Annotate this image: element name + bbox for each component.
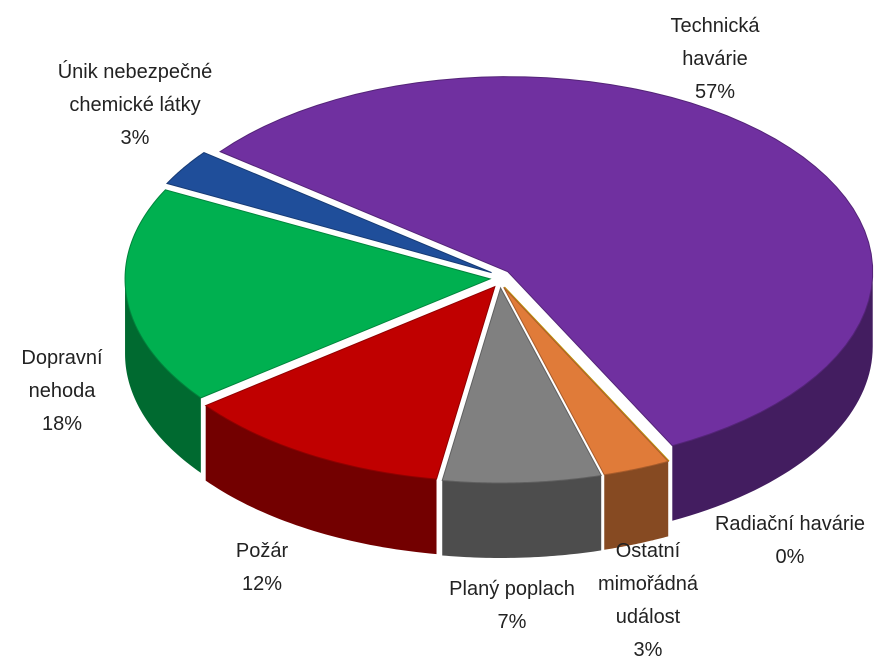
pie-slice (204, 285, 496, 480)
slice-side (205, 405, 437, 555)
pie-slice (124, 189, 492, 399)
data-label: Únik nebezpečné chemické látky 3% (40, 56, 230, 155)
category-label: Ostatní mimořádná událost (597, 540, 699, 628)
category-label: Dopravní nehoda (21, 347, 103, 402)
category-label: Požár (235, 540, 289, 562)
data-label: Ostatní mimořádná událost 3% (588, 535, 708, 667)
pie-slice (165, 151, 492, 274)
value-label: 12% (241, 573, 283, 595)
pie-sides (125, 271, 873, 558)
pie-slice (504, 286, 670, 462)
slice-side (604, 461, 669, 550)
value-label: 7% (497, 611, 527, 633)
pie-slice (219, 76, 874, 447)
slice-side (442, 475, 602, 558)
slice-side (125, 278, 201, 473)
category-label: Technická havárie (670, 15, 760, 70)
slice-side (672, 271, 873, 521)
data-label: Požár 12% (222, 535, 302, 601)
value-label: 18% (41, 413, 83, 435)
value-label: 0% (775, 546, 805, 568)
data-label: Planý poplach 7% (432, 573, 592, 639)
data-label: Technická havárie 57% (655, 10, 775, 109)
data-label: Radiační havárie 0% (700, 508, 880, 574)
value-label: 57% (694, 81, 736, 103)
value-label: 3% (633, 639, 663, 661)
category-label: Únik nebezpečné chemické látky (57, 61, 213, 116)
pie-slice (441, 286, 602, 484)
category-label: Radiační havárie (714, 513, 866, 535)
value-label: 3% (120, 127, 150, 149)
pie-slice (503, 286, 670, 476)
category-label: Planý poplach (449, 578, 575, 600)
data-label: Dopravní nehoda 18% (7, 342, 117, 441)
